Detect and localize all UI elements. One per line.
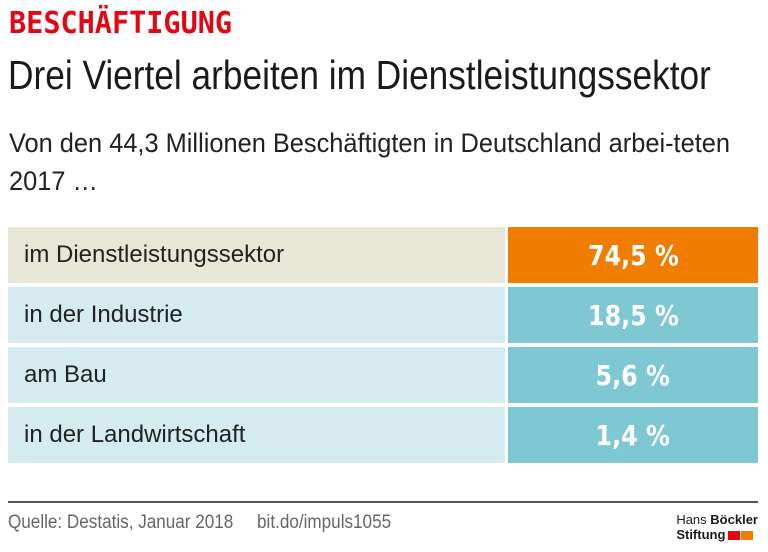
source-link[interactable]: bit.do/impuls1055 <box>257 512 392 533</box>
row-value: 74,5 % <box>508 227 758 283</box>
table-row: im Dienstleistungssektor 74,5 % <box>8 227 758 283</box>
page-title: Drei Viertel arbeiten im Dienstleistungs… <box>8 52 711 98</box>
logo: Hans Böckler Stiftung <box>676 512 758 542</box>
logo-text-bold: Böckler <box>710 512 758 527</box>
value-text: 18,5 % <box>587 298 679 332</box>
row-value: 18,5 % <box>508 287 758 343</box>
logo-red-square <box>728 531 741 541</box>
subtitle: Von den 44,3 Millionen Beschäftigten in … <box>9 128 730 196</box>
divider <box>8 501 758 503</box>
row-label: am Bau <box>8 347 505 403</box>
source-text: Quelle: Destatis, Januar 2018 <box>8 512 234 533</box>
row-label: im Dienstleistungssektor <box>8 227 505 283</box>
row-label: in der Industrie <box>8 287 505 343</box>
logo-text-bold: Stiftung <box>676 527 726 542</box>
table-row: am Bau 5,6 % <box>8 347 758 403</box>
row-label: in der Landwirtschaft <box>8 407 505 463</box>
kicker: BESCHÄFTIGUNG <box>9 6 233 41</box>
logo-orange-square <box>741 531 754 541</box>
value-text: 1,4 % <box>595 418 671 452</box>
value-text: 74,5 % <box>587 238 679 272</box>
logo-text: Hans <box>676 512 707 527</box>
table-row: in der Industrie 18,5 % <box>8 287 758 343</box>
row-value: 1,4 % <box>508 407 758 463</box>
table-row: in der Landwirtschaft 1,4 % <box>8 407 758 463</box>
value-text: 5,6 % <box>595 358 671 392</box>
source-line: Quelle: Destatis, Januar 2018 bit.do/imp… <box>8 512 391 534</box>
row-value: 5,6 % <box>508 347 758 403</box>
